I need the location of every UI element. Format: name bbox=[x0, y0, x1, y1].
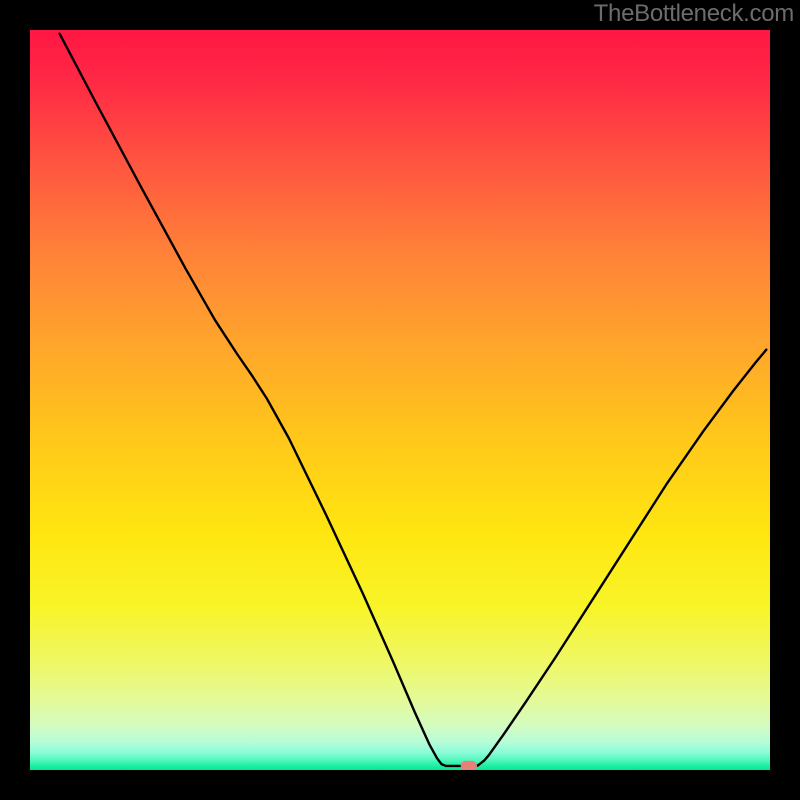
plot-svg bbox=[30, 30, 770, 770]
gradient-background bbox=[30, 30, 770, 770]
watermark-label: TheBottleneck.com bbox=[594, 0, 794, 28]
chart-frame: TheBottleneck.com bbox=[0, 0, 800, 800]
plot-area bbox=[30, 30, 770, 770]
minimum-marker bbox=[461, 761, 477, 770]
